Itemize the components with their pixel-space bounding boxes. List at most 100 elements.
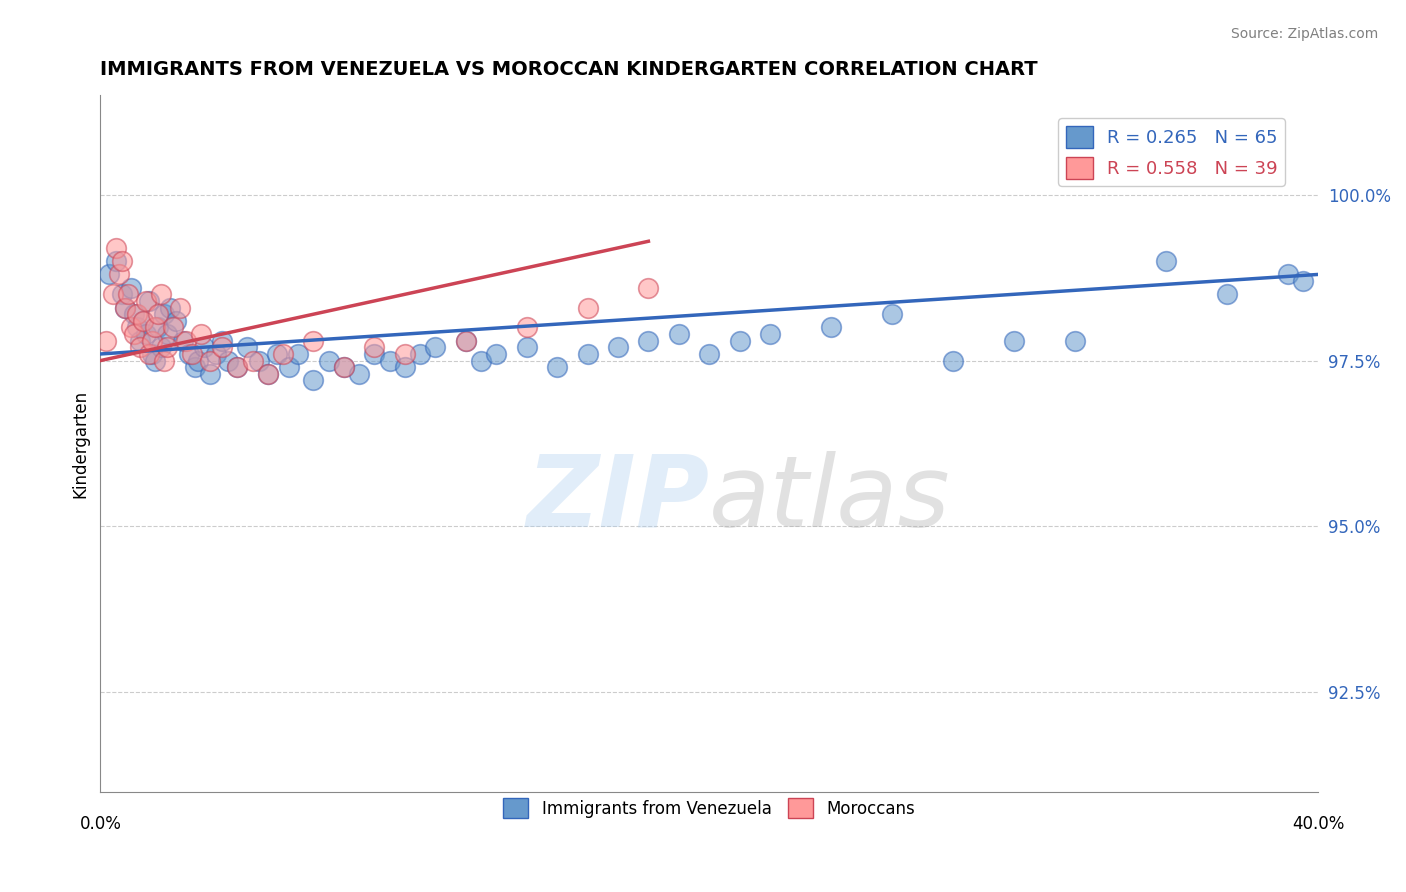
Immigrants from Venezuela [187,353,209,368]
Immigrants from Venezuela [485,347,508,361]
Immigrants from Venezuela [759,327,782,342]
Immigrants from Venezuela [247,353,270,368]
Moroccans [169,301,191,315]
Moroccans [226,360,249,375]
Immigrants from Venezuela [98,268,121,282]
Immigrants from Venezuela [1154,254,1177,268]
Immigrants from Venezuela [820,320,842,334]
Moroccans [153,353,176,368]
Moroccans [162,320,184,334]
Immigrants from Venezuela [1063,334,1085,348]
Moroccans [120,320,142,334]
Immigrants from Venezuela [129,334,152,348]
Immigrants from Venezuela [193,340,215,354]
Legend: Immigrants from Venezuela, Moroccans: Immigrants from Venezuela, Moroccans [496,791,922,825]
Text: IMMIGRANTS FROM VENEZUELA VS MOROCCAN KINDERGARTEN CORRELATION CHART: IMMIGRANTS FROM VENEZUELA VS MOROCCAN KI… [100,60,1038,78]
Immigrants from Venezuela [880,307,903,321]
Moroccans [96,334,118,348]
Immigrants from Venezuela [235,340,257,354]
Immigrants from Venezuela [942,353,965,368]
Immigrants from Venezuela [211,334,233,348]
Immigrants from Venezuela [198,367,221,381]
Text: 0.0%: 0.0% [79,814,121,833]
Immigrants from Venezuela [104,254,127,268]
Moroccans [302,334,325,348]
Immigrants from Venezuela [287,347,309,361]
Immigrants from Venezuela [302,374,325,388]
Moroccans [516,320,538,334]
Immigrants from Venezuela [114,301,136,315]
Moroccans [122,327,145,342]
Moroccans [150,287,173,301]
Moroccans [211,340,233,354]
Moroccans [143,320,166,334]
Immigrants from Venezuela [172,334,194,348]
Immigrants from Venezuela [1292,274,1315,288]
Immigrants from Venezuela [470,353,492,368]
Moroccans [363,340,385,354]
Immigrants from Venezuela [135,327,157,342]
Immigrants from Venezuela [156,327,179,342]
Immigrants from Venezuela [141,347,163,361]
Immigrants from Venezuela [546,360,568,375]
Moroccans [180,347,202,361]
Immigrants from Venezuela [205,347,228,361]
Immigrants from Venezuela [697,347,720,361]
Text: 40.0%: 40.0% [1292,814,1344,833]
Immigrants from Venezuela [153,307,176,321]
Immigrants from Venezuela [159,301,181,315]
Moroccans [138,347,160,361]
Immigrants from Venezuela [1277,268,1299,282]
Moroccans [637,281,659,295]
Immigrants from Venezuela [378,353,401,368]
Immigrants from Venezuela [347,367,370,381]
Immigrants from Venezuela [394,360,416,375]
Immigrants from Venezuela [425,340,447,354]
Y-axis label: Kindergarten: Kindergarten [72,390,89,498]
Immigrants from Venezuela [184,360,207,375]
Text: Source: ZipAtlas.com: Source: ZipAtlas.com [1230,27,1378,41]
Immigrants from Venezuela [333,360,356,375]
Immigrants from Venezuela [516,340,538,354]
Moroccans [174,334,197,348]
Moroccans [198,353,221,368]
Moroccans [132,314,155,328]
Moroccans [256,367,278,381]
Immigrants from Venezuela [226,360,249,375]
Moroccans [148,307,170,321]
Moroccans [141,334,163,348]
Immigrants from Venezuela [454,334,477,348]
Immigrants from Venezuela [1002,334,1025,348]
Immigrants from Venezuela [122,307,145,321]
Moroccans [111,254,134,268]
Moroccans [454,334,477,348]
Immigrants from Venezuela [166,314,188,328]
Immigrants from Venezuela [177,347,200,361]
Immigrants from Venezuela [278,360,301,375]
Moroccans [135,293,157,308]
Immigrants from Venezuela [363,347,385,361]
Immigrants from Venezuela [138,293,160,308]
Immigrants from Venezuela [256,367,278,381]
Immigrants from Venezuela [1216,287,1239,301]
Text: atlas: atlas [709,450,950,548]
Immigrants from Venezuela [318,353,340,368]
Immigrants from Venezuela [266,347,288,361]
Text: ZIP: ZIP [526,450,709,548]
Moroccans [333,360,356,375]
Moroccans [104,241,127,255]
Moroccans [125,307,148,321]
Moroccans [129,340,152,354]
Moroccans [114,301,136,315]
Immigrants from Venezuela [111,287,134,301]
Moroccans [190,327,212,342]
Moroccans [394,347,416,361]
Moroccans [156,340,179,354]
Immigrants from Venezuela [668,327,690,342]
Moroccans [242,353,264,368]
Moroccans [271,347,294,361]
Moroccans [107,268,129,282]
Immigrants from Venezuela [150,340,173,354]
Immigrants from Venezuela [217,353,239,368]
Immigrants from Venezuela [148,320,170,334]
